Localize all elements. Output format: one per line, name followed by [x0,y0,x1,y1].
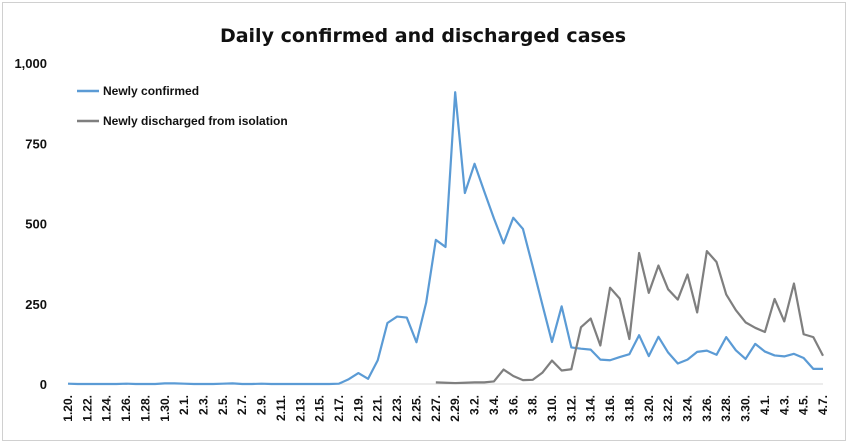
x-tick-label: 2.7. [235,395,249,415]
x-tick-label: 2.5. [216,395,230,415]
chart-frame: Daily confirmed and discharged cases 0 25… [2,2,846,441]
x-tick-label: 3.28. [719,395,733,422]
x-tick-label: 1.22. [80,395,94,422]
x-tick-label: 2.13. [293,395,307,422]
x-tick-label: 2.19. [351,395,365,422]
axes: 0 250 500 750 1,000 1.20. 1.22. 1.24. 1.26. 1.28.… [14,56,830,422]
x-tick-label: 2.15. [313,395,327,422]
x-tick-label: 3.22. [661,395,675,422]
x-tick-label: 1.30. [158,395,172,422]
legend: Newly confirmed Newly discharged from iso… [77,84,288,128]
x-tick-label: 1.28. [138,395,152,422]
x-tick-label: 3.30. [739,395,753,422]
x-tick-label: 4.5. [797,395,811,415]
x-tick-label: 3.16. [603,395,617,422]
y-tick-label: 750 [25,136,47,151]
x-tick-label: 2.1. [177,395,191,415]
x-tick-label: 4.1. [758,395,772,415]
x-tick-label: 3.18. [622,395,636,422]
series-group [67,91,824,386]
y-tick-label: 1,000 [14,56,47,71]
x-tick-label: 3.8. [526,395,540,415]
y-tick-label: 500 [25,217,47,232]
x-tick-label: 3.4. [487,395,501,415]
x-tick-label: 2.23. [390,395,404,422]
x-tick-label: 2.3. [197,395,211,415]
series-line-newly-confirmed [67,91,823,386]
x-tick-label: 3.2. [468,395,482,415]
x-tick-label: 2.21. [371,395,385,422]
x-tick-label: 2.27. [429,395,443,422]
legend-label: Newly confirmed [103,84,199,98]
chart-title: Daily confirmed and discharged cases [220,25,626,47]
legend-label: Newly discharged from isolation [103,114,288,128]
x-tick-label: 1.26. [119,395,133,422]
series-line-newly-discharged [435,250,824,385]
x-tick-label: 2.17. [332,395,346,422]
y-tick-label: 0 [40,377,47,392]
x-tick-label: 3.12. [564,395,578,422]
x-tick-label: 3.10. [545,395,559,422]
y-tick-label: 250 [25,297,47,312]
x-tick-label: 3.6. [506,395,520,415]
x-tick-label: 3.26. [700,395,714,422]
x-tick-label: 2.9. [255,395,269,415]
x-tick-label: 2.11. [274,395,288,421]
x-tick-label: 3.20. [642,395,656,422]
x-tick-label: 2.29. [448,395,462,422]
x-tick-label: 4.3. [777,395,791,415]
x-tick-label: 3.24. [680,395,694,422]
x-tick-label: 1.24. [100,395,114,422]
x-tick-label: 1.20. [61,395,75,422]
x-tick-label: 3.14. [584,395,598,422]
x-tick-label: 4.7. [816,395,830,415]
line-chart: Daily confirmed and discharged cases 0 25… [14,25,830,422]
x-tick-label: 2.25. [409,395,423,422]
